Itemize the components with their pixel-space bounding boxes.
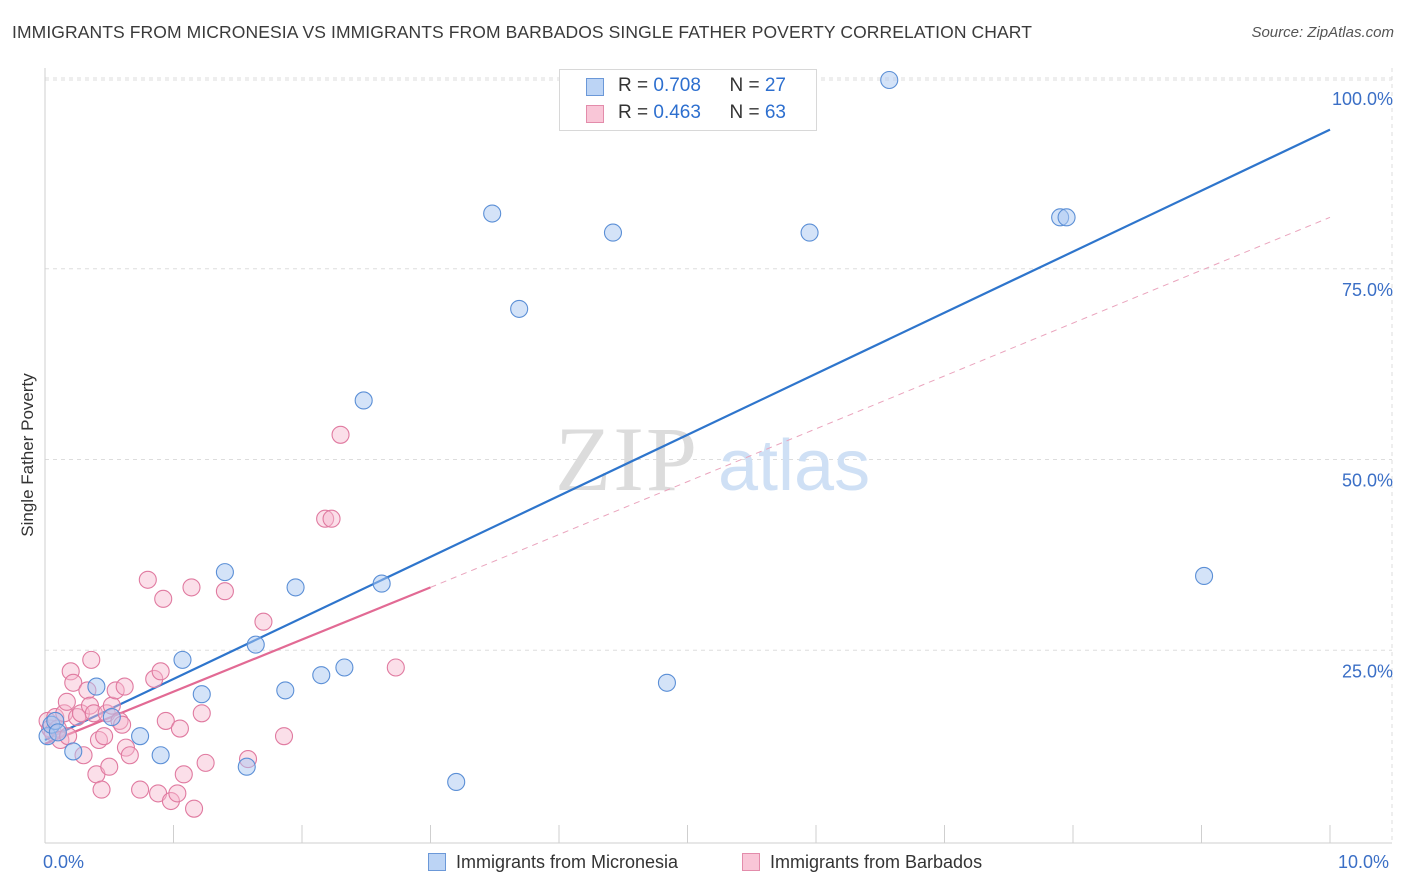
micronesia-point bbox=[354, 391, 373, 410]
x-tick-label-max: 10.0% bbox=[1338, 852, 1390, 872]
micronesia-point bbox=[192, 685, 211, 704]
bottom-legend-barbados: Immigrants from Barbados bbox=[742, 852, 982, 873]
barbados-trend-line-extrapolated bbox=[430, 216, 1331, 588]
gridlines bbox=[45, 77, 1392, 651]
micronesia-point bbox=[1057, 208, 1076, 227]
micronesia-trend-line bbox=[44, 128, 1331, 741]
legend-r-label: R = bbox=[618, 102, 654, 123]
micronesia-point bbox=[312, 666, 331, 685]
micronesia-point bbox=[215, 563, 234, 582]
y-tick-label: 75.0% bbox=[1342, 280, 1393, 300]
bottom-legend-swatch-pink bbox=[742, 853, 760, 871]
micronesia-point bbox=[447, 772, 466, 792]
barbados-point bbox=[106, 681, 125, 700]
barbados-points bbox=[38, 425, 405, 818]
barbados-point bbox=[151, 662, 170, 681]
y-tick-label: 25.0% bbox=[1342, 661, 1393, 681]
barbados-point bbox=[115, 677, 134, 696]
barbados-point bbox=[82, 650, 101, 669]
micronesia-point bbox=[173, 650, 192, 669]
micronesia-point bbox=[246, 635, 265, 654]
barbados-point bbox=[154, 589, 173, 608]
micronesia-point bbox=[87, 677, 106, 696]
barbados-point bbox=[254, 612, 273, 631]
barbados-point bbox=[100, 757, 119, 776]
barbados-point bbox=[161, 791, 180, 811]
micronesia-point bbox=[800, 223, 819, 242]
source-label: Source: ZipAtlas.com bbox=[1251, 24, 1394, 41]
barbados-point bbox=[84, 704, 103, 723]
barbados-point bbox=[61, 662, 80, 681]
barbados-point bbox=[196, 753, 215, 772]
barbados-point bbox=[120, 746, 139, 765]
legend-r-value: 0.463 bbox=[653, 102, 701, 123]
legend-r-value: 0.708 bbox=[653, 75, 701, 96]
bottom-legend-swatch-blue bbox=[428, 853, 446, 871]
watermark-atlas: atlas bbox=[718, 426, 870, 506]
barbados-point bbox=[215, 582, 234, 601]
micronesia-point bbox=[102, 708, 121, 727]
barbados-point bbox=[95, 727, 114, 746]
micronesia-point bbox=[483, 204, 502, 223]
barbados-point bbox=[174, 765, 193, 784]
barbados-point bbox=[322, 509, 341, 528]
legend-n-label: N = bbox=[729, 75, 765, 96]
barbados-point bbox=[386, 658, 405, 677]
micronesia-point bbox=[372, 574, 391, 593]
barbados-point bbox=[64, 673, 83, 692]
micronesia-point bbox=[335, 658, 354, 677]
bottom-legend-label: Immigrants from Barbados bbox=[770, 852, 983, 872]
bottom-legend-micronesia: Immigrants from Micronesia bbox=[428, 852, 678, 873]
barbados-point bbox=[92, 780, 111, 799]
legend-r-label: R = bbox=[618, 75, 654, 96]
y-tick-label: 50.0% bbox=[1342, 471, 1393, 491]
barbados-point bbox=[192, 704, 211, 723]
micronesia-point bbox=[48, 723, 67, 742]
barbados-point bbox=[331, 425, 350, 444]
barbados-point bbox=[316, 509, 335, 528]
barbados-point bbox=[145, 669, 164, 689]
micronesia-point bbox=[151, 746, 170, 765]
chart-title: IMMIGRANTS FROM MICRONESIA VS IMMIGRANTS… bbox=[12, 22, 1032, 42]
micronesia-point bbox=[286, 578, 305, 597]
legend-swatch-pink bbox=[586, 105, 604, 123]
barbados-point bbox=[138, 570, 157, 589]
bottom-legend-label: Immigrants from Micronesia bbox=[456, 852, 679, 872]
legend-swatch-blue bbox=[586, 78, 604, 96]
barbados-point bbox=[170, 719, 189, 738]
barbados-point bbox=[131, 780, 150, 799]
micronesia-point bbox=[237, 757, 256, 776]
y-tick-label: 100.0% bbox=[1332, 89, 1393, 109]
barbados-point bbox=[156, 711, 175, 730]
micronesia-point bbox=[880, 70, 899, 90]
micronesia-point bbox=[276, 681, 295, 700]
micronesia-point bbox=[510, 299, 529, 318]
legend-n-value: 63 bbox=[764, 102, 786, 123]
micronesia-point bbox=[657, 673, 676, 692]
correlation-legend: R = 0.708 N = 27 R = 0.463 N = 63 bbox=[559, 69, 817, 131]
micronesia-points bbox=[38, 70, 1214, 792]
barbados-point bbox=[57, 692, 76, 711]
micronesia-point bbox=[603, 223, 623, 242]
axes bbox=[44, 68, 1393, 844]
micronesia-point bbox=[131, 727, 150, 746]
micronesia-point bbox=[64, 742, 83, 761]
barbados-point bbox=[182, 578, 201, 597]
legend-n-value: 27 bbox=[764, 75, 786, 96]
x-tick-label-min: 0.0% bbox=[43, 852, 85, 872]
barbados-point bbox=[185, 799, 204, 818]
legend-n-label: N = bbox=[729, 102, 765, 123]
watermark-zip: ZIP bbox=[555, 408, 699, 510]
y-tick-labels: 25.0% 50.0% 75.0% 100.0% bbox=[1332, 89, 1393, 681]
micronesia-point bbox=[1195, 566, 1214, 586]
barbados-point bbox=[274, 727, 294, 746]
barbados-point bbox=[168, 784, 187, 803]
